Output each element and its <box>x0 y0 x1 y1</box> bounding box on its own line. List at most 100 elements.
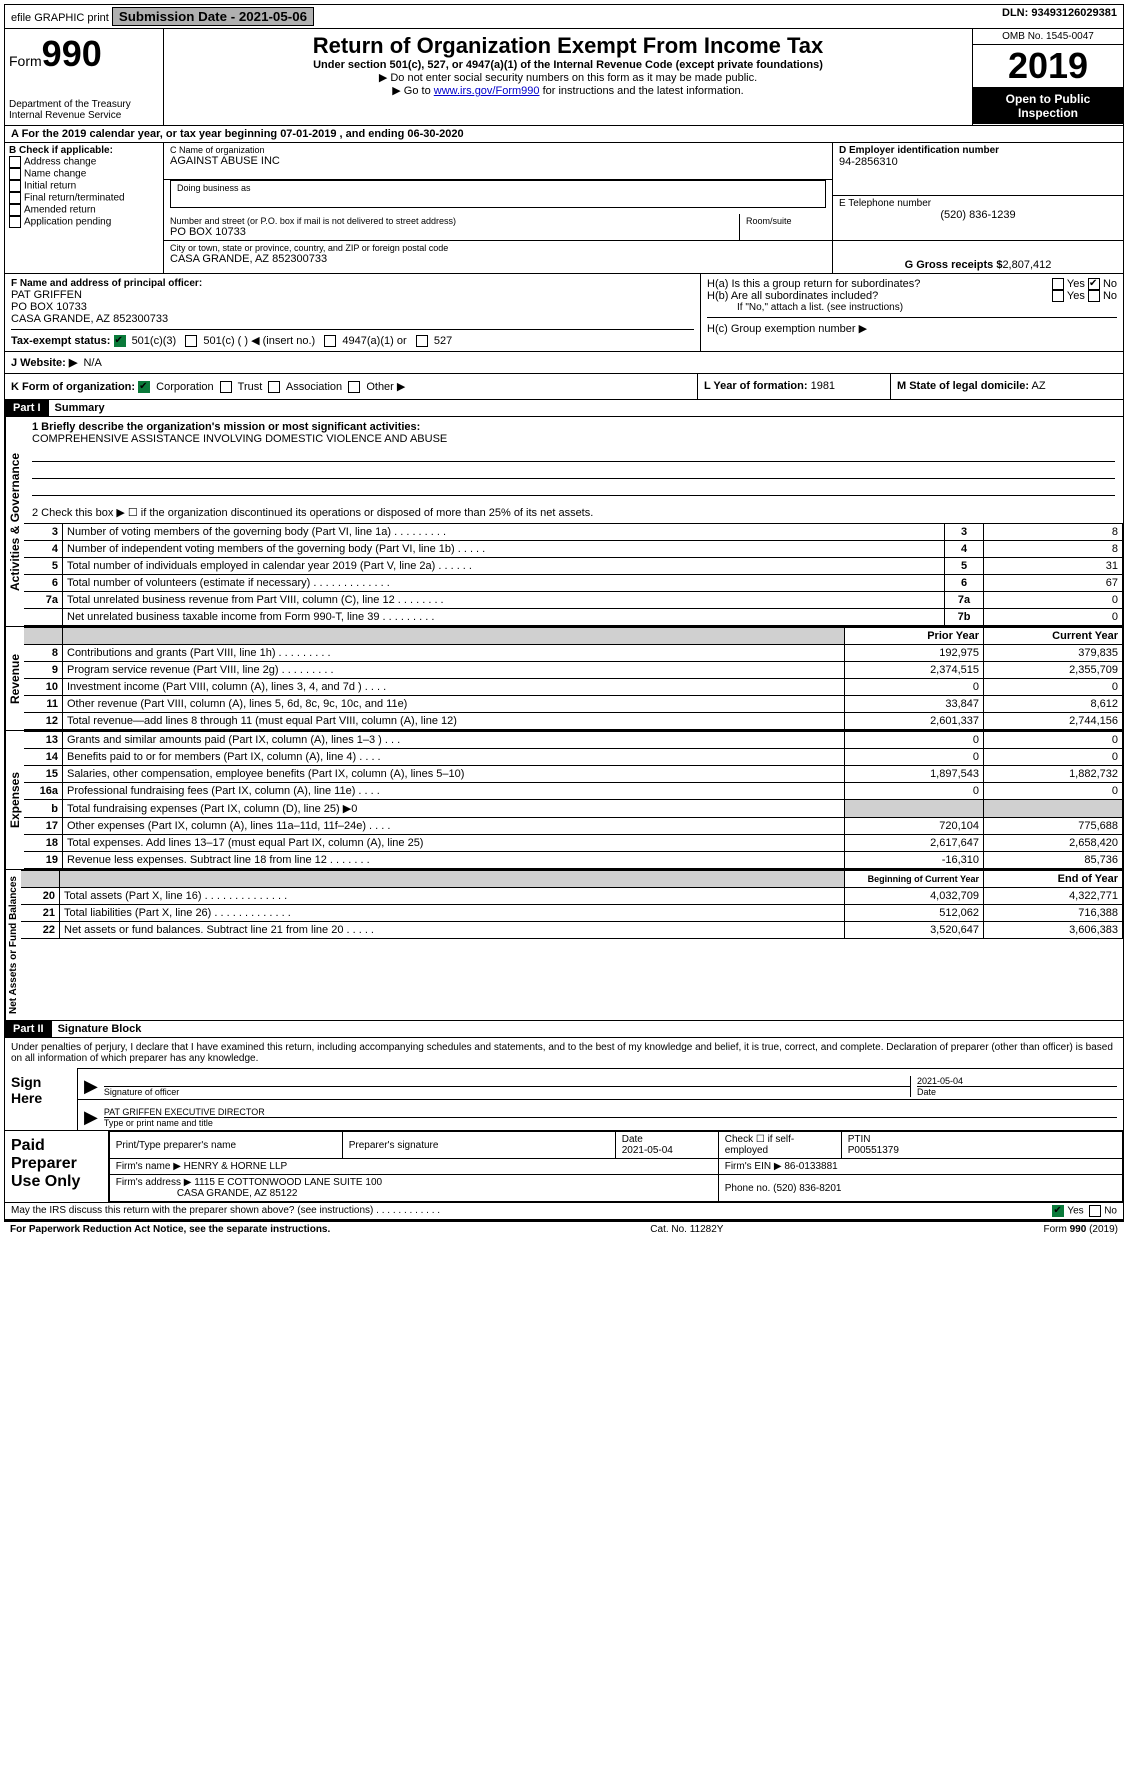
date-label2: Date <box>622 1134 643 1145</box>
row-box: 6 <box>945 575 984 592</box>
hb-yes[interactable] <box>1052 290 1064 302</box>
dba-label: Doing business as <box>177 183 819 193</box>
begin-value: 512,062 <box>845 905 984 922</box>
cb-other[interactable] <box>348 381 360 393</box>
prior-value: 2,617,647 <box>845 835 984 852</box>
firm-addr-label: Firm's address ▶ <box>116 1177 192 1188</box>
cb-corp[interactable] <box>138 381 150 393</box>
row-desc: Benefits paid to or for members (Part IX… <box>63 749 845 766</box>
cb-address-change[interactable]: Address change <box>9 156 159 168</box>
part2-header-row: Part II Signature Block <box>4 1021 1124 1038</box>
org-name: AGAINST ABUSE INC <box>170 155 826 167</box>
row-num: 15 <box>24 766 63 783</box>
ha-yes[interactable] <box>1052 278 1064 290</box>
discuss-yes[interactable] <box>1052 1205 1064 1217</box>
current-value: 0 <box>984 783 1123 800</box>
row-desc: Professional fundraising fees (Part IX, … <box>63 783 845 800</box>
row-num <box>24 609 63 626</box>
website-row: J Website: ▶ N/A <box>4 352 1124 374</box>
row-num: 19 <box>24 852 63 869</box>
current-value: 0 <box>984 679 1123 696</box>
prior-year-hdr: Prior Year <box>845 628 984 645</box>
cb-amended[interactable]: Amended return <box>9 204 159 216</box>
dln-label: DLN: 93493126029381 <box>996 5 1123 28</box>
officer-addr1: PO BOX 10733 <box>11 301 694 313</box>
submission-date-button[interactable]: Submission Date - 2021-05-06 <box>112 7 314 26</box>
d-label: D Employer identification number <box>839 145 1117 156</box>
hb-no[interactable] <box>1088 290 1100 302</box>
row-desc: Total fundraising expenses (Part IX, col… <box>63 800 845 818</box>
row-box: 5 <box>945 558 984 575</box>
paid-preparer-label: Paid Preparer Use Only <box>5 1131 109 1202</box>
cb-501c[interactable] <box>185 335 197 347</box>
end-value: 716,388 <box>984 905 1123 922</box>
prior-value <box>845 800 984 818</box>
netassets-block: Net Assets or Fund Balances Beginning of… <box>4 870 1124 1021</box>
current-value: 0 <box>984 732 1123 749</box>
side-governance: Activities & Governance <box>5 417 24 626</box>
street-label: Number and street (or P.O. box if mail i… <box>170 216 733 226</box>
g-value: 2,807,412 <box>1002 259 1051 271</box>
cb-527[interactable] <box>416 335 428 347</box>
row-num: 14 <box>24 749 63 766</box>
cb-initial-return[interactable]: Initial return <box>9 180 159 192</box>
type-name-label: Type or print name and title <box>104 1117 1117 1128</box>
open-public: Open to Public Inspection <box>973 88 1123 124</box>
row-desc: Number of independent voting members of … <box>63 541 945 558</box>
row-box: 3 <box>945 524 984 541</box>
arrow-icon: ▶ <box>84 1107 98 1128</box>
begin-year-hdr: Beginning of Current Year <box>845 871 984 888</box>
ptin-value: P00551379 <box>848 1145 899 1156</box>
current-value: 2,658,420 <box>984 835 1123 852</box>
revenue-block: Revenue Prior YearCurrent Year8Contribut… <box>4 627 1124 731</box>
ha-no[interactable] <box>1088 278 1100 290</box>
side-netassets: Net Assets or Fund Balances <box>5 870 21 1020</box>
cb-501c3[interactable] <box>114 335 126 347</box>
prior-value: 33,847 <box>845 696 984 713</box>
part2-title: Signature Block <box>52 1021 148 1037</box>
form-header: Form990 Department of the Treasury Inter… <box>4 29 1124 126</box>
c-label: C Name of organization <box>170 145 826 155</box>
discuss-no[interactable] <box>1089 1205 1101 1217</box>
cb-assoc[interactable] <box>268 381 280 393</box>
cb-pending[interactable]: Application pending <box>9 216 159 228</box>
irs-discuss-row: May the IRS discuss this return with the… <box>5 1202 1123 1219</box>
cb-name-change[interactable]: Name change <box>9 168 159 180</box>
row-value: 8 <box>984 524 1123 541</box>
phone-value: (520) 836-1239 <box>839 209 1117 221</box>
row-desc: Total number of volunteers (estimate if … <box>63 575 945 592</box>
prior-value: 0 <box>845 749 984 766</box>
row-num: 8 <box>24 645 63 662</box>
sig-officer-label: Signature of officer <box>104 1086 910 1097</box>
governance-block: Activities & Governance 1 Briefly descri… <box>4 417 1124 627</box>
row-num: 18 <box>24 835 63 852</box>
k-label: K Form of organization: <box>11 381 135 393</box>
irs-label: Internal Revenue Service <box>9 110 159 121</box>
f-label: F Name and address of principal officer: <box>11 278 694 289</box>
row-num: 12 <box>24 713 63 730</box>
period-line: A For the 2019 calendar year, or tax yea… <box>4 126 1124 143</box>
row-desc: Salaries, other compensation, employee b… <box>63 766 845 783</box>
cb-4947[interactable] <box>324 335 336 347</box>
irs-link[interactable]: www.irs.gov/Form990 <box>434 85 540 97</box>
cb-final-return[interactable]: Final return/terminated <box>9 192 159 204</box>
prior-value: 0 <box>845 679 984 696</box>
i-label: Tax-exempt status: <box>11 335 110 347</box>
cb-trust[interactable] <box>220 381 232 393</box>
part1-header-row: Part I Summary <box>4 400 1124 417</box>
paperwork-notice: For Paperwork Reduction Act Notice, see … <box>10 1224 330 1235</box>
blank-line <box>32 447 1115 462</box>
officer-typed-name: PAT GRIFFEN EXECUTIVE DIRECTOR <box>104 1107 1117 1117</box>
row-box: 4 <box>945 541 984 558</box>
row-num: 7a <box>24 592 63 609</box>
sign-here-label: Sign Here <box>5 1068 78 1130</box>
row-desc: Program service revenue (Part VIII, line… <box>63 662 845 679</box>
k-row: K Form of organization: Corporation Trus… <box>4 374 1124 400</box>
row-num: 20 <box>21 888 60 905</box>
prior-value: 0 <box>845 732 984 749</box>
side-revenue: Revenue <box>5 627 24 730</box>
current-value: 2,744,156 <box>984 713 1123 730</box>
prior-value: 2,601,337 <box>845 713 984 730</box>
firm-phone-label: Phone no. <box>725 1183 771 1194</box>
row-num: b <box>24 800 63 818</box>
